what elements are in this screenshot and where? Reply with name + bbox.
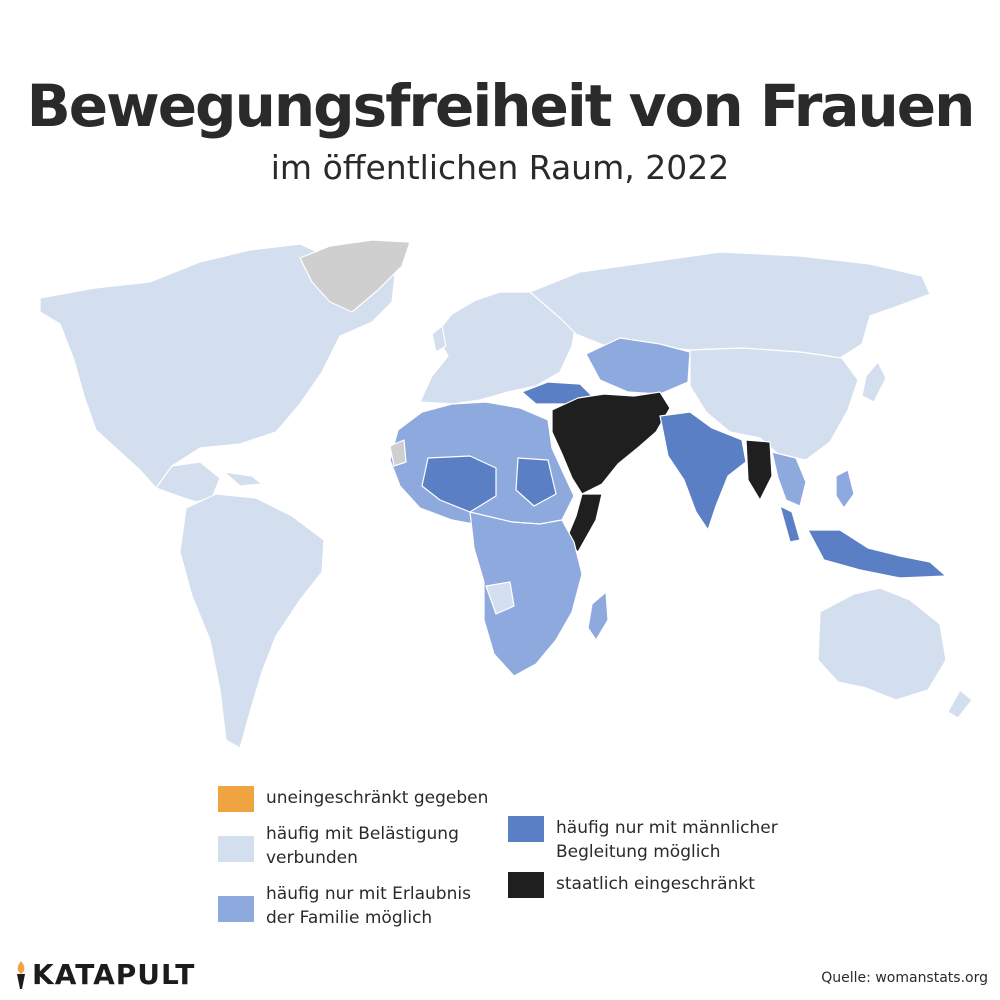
legend-label-family-permission: häufig nur mit Erlaubnis der Familie mög… xyxy=(266,884,471,928)
region-malay-peninsula xyxy=(779,505,801,543)
logo-text: KATAPULT xyxy=(32,958,196,991)
region-indonesia xyxy=(807,529,947,579)
region-east-asia xyxy=(689,347,859,461)
region-greenland xyxy=(299,239,411,313)
legend-swatch-harassment xyxy=(218,836,254,862)
region-middle-east xyxy=(551,391,671,495)
legend-label-state-restricted: staatlich eingeschränkt xyxy=(556,874,755,894)
map-subtitle: im öffentlichen Raum, 2022 xyxy=(270,148,730,187)
region-south-america xyxy=(179,493,325,749)
legend-item-family-permission: häufig nur mit Erlaubnis der Familie mög… xyxy=(218,882,471,930)
region-philippines xyxy=(835,469,855,509)
region-uk xyxy=(431,325,447,353)
region-southeast-asia xyxy=(771,451,807,507)
legend-label-unrestricted: uneingeschränkt gegeben xyxy=(266,788,489,808)
world-map xyxy=(39,239,973,749)
region-russia xyxy=(529,251,931,359)
region-south-asia xyxy=(659,411,747,531)
region-australia xyxy=(817,587,947,701)
source-note: Quelle: womanstats.org xyxy=(821,970,988,986)
legend-label-male-escort: häufig nur mit männlicher Begleitung mög… xyxy=(556,818,778,862)
region-caribbean xyxy=(223,471,263,487)
region-southern-africa-light xyxy=(485,581,515,615)
region-sudan xyxy=(515,457,557,507)
katapult-logo: KATAPULT xyxy=(10,958,195,991)
region-north-america xyxy=(39,243,396,489)
region-madagascar xyxy=(587,591,609,641)
region-sahel xyxy=(421,455,497,513)
region-western-sahara xyxy=(389,439,407,467)
torch-icon xyxy=(17,960,25,989)
map-title: Bewegungsfreiheit von Frauen xyxy=(26,72,976,140)
legend-swatch-unrestricted xyxy=(218,786,254,812)
region-myanmar xyxy=(745,439,773,501)
region-central-africa xyxy=(469,511,583,677)
region-central-asia xyxy=(585,337,691,395)
legend-swatch-male-escort xyxy=(508,816,544,842)
legend-item-state-restricted: staatlich eingeschränkt xyxy=(508,872,755,898)
legend-item-unrestricted: uneingeschränkt gegeben xyxy=(218,786,488,812)
legend-item-male-escort: häufig nur mit männlicher Begleitung mög… xyxy=(508,816,778,864)
legend-swatch-family-permission xyxy=(218,896,254,922)
legend-swatch-state-restricted xyxy=(508,872,544,898)
legend-item-harassment: häufig mit Belästigung verbunden xyxy=(218,822,459,870)
region-new-zealand xyxy=(947,689,973,719)
region-somalia xyxy=(565,493,603,553)
region-japan xyxy=(861,361,887,403)
region-central-america xyxy=(155,461,221,503)
legend-label-harassment: häufig mit Belästigung verbunden xyxy=(266,824,459,868)
